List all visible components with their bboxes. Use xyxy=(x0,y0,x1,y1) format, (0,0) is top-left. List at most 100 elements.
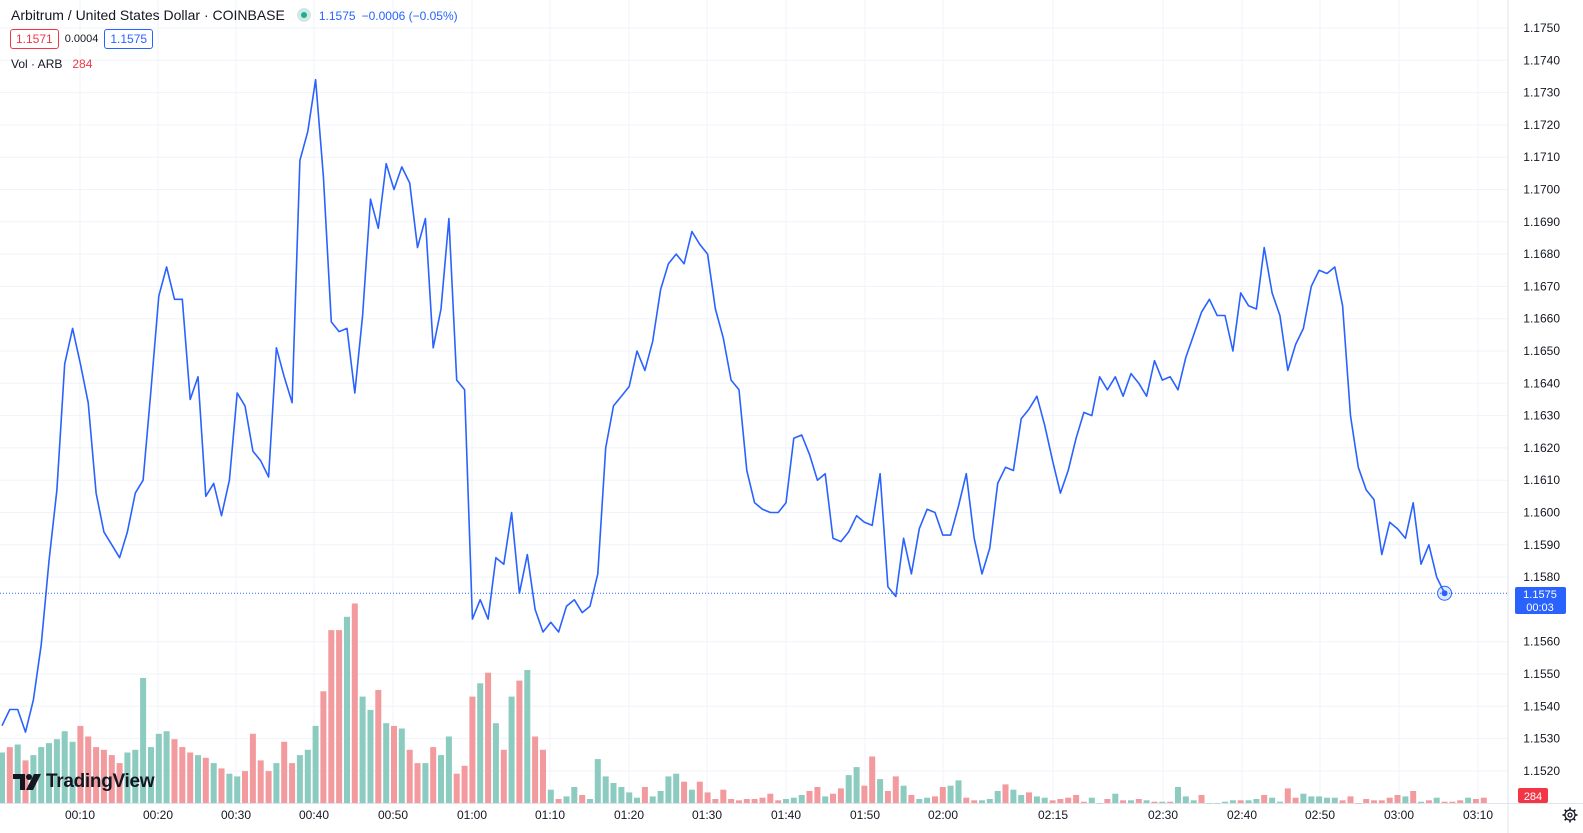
volume-bar xyxy=(524,670,531,803)
volume-bar xyxy=(877,779,884,803)
volume-bar xyxy=(273,763,280,803)
volume-bar xyxy=(947,785,954,803)
x-tick-label: 00:10 xyxy=(65,808,95,822)
volume-bar xyxy=(406,749,413,803)
volume-bar xyxy=(783,799,789,803)
volume-bar xyxy=(720,789,727,803)
volume-legend-label[interactable]: Vol · ARB xyxy=(11,57,63,71)
volume-bar xyxy=(100,749,107,803)
volume-bar xyxy=(359,696,366,803)
volume-bar xyxy=(179,747,186,803)
volume-bar xyxy=(798,795,805,803)
volume-bar xyxy=(469,696,476,803)
volume-bar xyxy=(814,787,821,803)
volume-bar xyxy=(1269,797,1276,803)
price-axis[interactable]: 1.1750 1.1740 1.1730 1.1720 1.1710 1.1700 1.16… xyxy=(1523,21,1560,778)
last-price-marker-dot xyxy=(1441,590,1448,597)
volume-bar xyxy=(304,749,311,803)
volume-bar xyxy=(884,791,891,803)
ask-price[interactable]: 1.1575 xyxy=(104,29,154,49)
volume-bar xyxy=(657,791,664,803)
volume-bar xyxy=(1284,788,1291,803)
volume-bar xyxy=(516,680,523,803)
volume-bar xyxy=(93,747,100,803)
volume-bar xyxy=(108,755,115,803)
y-tick-label: 1.1550 xyxy=(1523,667,1560,681)
price-line xyxy=(1,78,1446,733)
volume-bar xyxy=(265,771,272,803)
volume-bar xyxy=(979,800,985,803)
volume-bar xyxy=(500,749,507,803)
symbol-title[interactable]: Arbitrum / United States Dollar · COINBA… xyxy=(11,7,285,23)
volume-bar xyxy=(367,709,374,803)
volume-bar xyxy=(555,799,562,803)
volume-bar xyxy=(453,773,460,803)
market-status-icon[interactable] xyxy=(296,8,311,22)
volume-bar xyxy=(932,796,938,804)
y-tick-label: 1.1620 xyxy=(1523,441,1560,455)
volume-bar xyxy=(1253,799,1260,803)
gear-icon[interactable] xyxy=(1562,807,1578,823)
volume-bar xyxy=(328,630,335,803)
volume-bar xyxy=(587,799,593,803)
volume-bar xyxy=(1276,801,1283,803)
volume-bar xyxy=(38,747,45,803)
volume-bar xyxy=(822,796,829,804)
tradingview-logo[interactable]: TradingView xyxy=(12,771,155,793)
volume-bar xyxy=(1441,801,1448,803)
volume-bar xyxy=(1363,799,1370,803)
volume-bar xyxy=(351,603,358,803)
tradingview-logo-icon xyxy=(13,774,41,790)
volume-bar xyxy=(861,785,868,803)
volume-bar xyxy=(422,763,429,803)
volume-bar xyxy=(155,733,162,803)
volume-bar xyxy=(1167,801,1174,803)
price-axis-label-price: 1.1575 xyxy=(1523,589,1557,601)
volume-bar xyxy=(1065,797,1072,803)
volume-bar xyxy=(336,630,343,803)
volume-bar xyxy=(775,800,782,803)
volume-bar xyxy=(249,733,256,803)
volume-bar xyxy=(1394,795,1401,803)
volume-bar xyxy=(1292,797,1299,803)
y-tick-label: 1.1640 xyxy=(1523,376,1560,390)
volume-bar xyxy=(759,797,766,803)
volume-bar xyxy=(571,787,578,803)
x-tick-label: 02:50 xyxy=(1305,808,1335,822)
volume-legend: Vol · ARB 284 xyxy=(11,57,92,71)
y-tick-label: 1.1650 xyxy=(1523,344,1560,358)
volume-bar xyxy=(767,793,774,803)
x-tick-label: 03:10 xyxy=(1463,808,1493,822)
last-price-marker xyxy=(1437,585,1453,601)
volume-bar xyxy=(532,736,539,803)
volume-bar xyxy=(1120,800,1127,803)
volume-bar xyxy=(1339,800,1346,803)
x-tick-label: 01:30 xyxy=(692,808,722,822)
volume-bar xyxy=(994,791,1001,803)
volume-bar xyxy=(1261,795,1268,803)
volume-legend-value: 284 xyxy=(72,57,93,71)
volume-bar xyxy=(1190,800,1197,803)
volume-bar xyxy=(187,752,194,803)
volume-bar xyxy=(1300,793,1307,803)
volume-bar xyxy=(0,752,5,803)
volume-bar xyxy=(226,773,233,803)
volume-bar xyxy=(445,736,452,803)
time-axis[interactable]: 00:10 00:20 00:30 00:40 00:50 01:00 01:10 01:20… xyxy=(65,808,1493,822)
y-tick-label: 1.1630 xyxy=(1523,409,1560,423)
volume-bar xyxy=(924,797,931,803)
volume-bar xyxy=(1182,796,1189,804)
volume-bar xyxy=(853,767,860,803)
symbol-legend: Arbitrum / United States Dollar · COINBA… xyxy=(11,6,458,23)
volume-bar xyxy=(46,743,52,803)
volume-bar xyxy=(116,763,123,803)
bid-price[interactable]: 1.1571 xyxy=(10,29,59,49)
volume-bar xyxy=(547,789,554,803)
volume-bar xyxy=(1433,797,1440,803)
volume-bar xyxy=(1347,796,1354,804)
last-price: 1.1575 xyxy=(318,9,356,23)
volume-bar xyxy=(1410,791,1417,803)
volume-bar xyxy=(61,731,68,803)
volume-bar xyxy=(77,725,84,803)
